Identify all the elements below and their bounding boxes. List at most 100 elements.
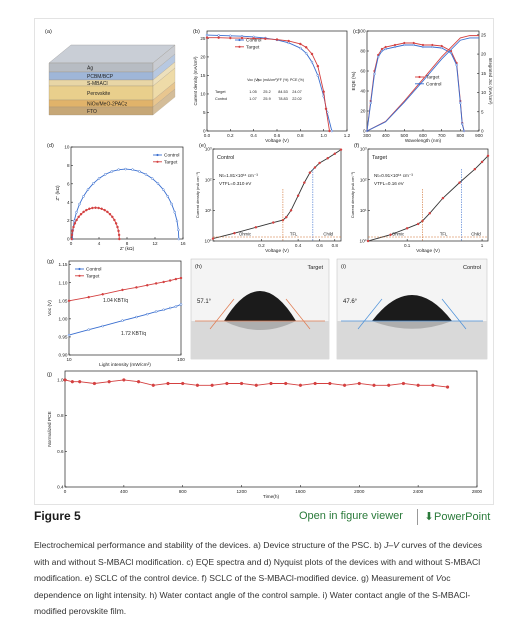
nyquist-point-target — [116, 225, 119, 229]
y-tick-label: 60 — [360, 69, 366, 74]
x-tick-label: 700 — [438, 133, 446, 138]
jv-point-control — [304, 51, 308, 55]
y-axis-label: Z'' (kΩ) — [55, 185, 61, 201]
y-tick-label: 10⁰ — [360, 239, 367, 244]
jv-point-target — [217, 36, 220, 39]
sclc-line — [212, 149, 342, 240]
open-figure-viewer-link[interactable]: Open in figure viewer — [299, 510, 403, 522]
nyquist-point-control — [124, 167, 127, 171]
legend-entry: Control — [426, 81, 441, 87]
vtfl-annotation: VTFL=0.310 eV — [219, 181, 252, 186]
sclc-point — [296, 194, 300, 197]
eqe-point — [455, 63, 458, 67]
sclc-point — [308, 171, 312, 174]
jv-point-target — [324, 107, 328, 111]
eqe-point — [462, 129, 466, 133]
x-tick-label: 400 — [120, 489, 128, 494]
nyquist-point-control — [103, 173, 107, 176]
eqe-point — [393, 43, 397, 47]
nyquist-point-target — [88, 207, 91, 211]
y-tick-label: 1.10 — [59, 280, 68, 285]
eqe-point — [412, 43, 415, 47]
eqe-point — [459, 101, 462, 105]
plot-frame — [212, 148, 342, 242]
x-axis-label: Wavelength (nm) — [405, 138, 442, 144]
table-header: FF (%) — [278, 78, 289, 82]
x-axis-label: Voltage (V) — [265, 138, 289, 144]
sclc-point — [326, 156, 329, 160]
eqe-point — [421, 45, 425, 49]
jv-point-target — [299, 42, 302, 46]
region-label: Ohmic — [392, 232, 404, 237]
x-tick-label: 0.2 — [258, 243, 265, 248]
panel-label: (b) — [193, 29, 200, 35]
y-tick-label: 10² — [205, 177, 212, 182]
jv-point-control — [205, 33, 209, 37]
x-tick-label: 8 — [126, 241, 129, 246]
nyquist-point-control — [173, 210, 177, 214]
table-header: Voc (V) — [247, 78, 259, 82]
sclc-point — [458, 181, 461, 184]
nt-annotation: Nt=0.91×10¹⁶ cm⁻³ — [374, 173, 413, 178]
x-tick-label: 2400 — [413, 489, 424, 494]
nyquist-point-target — [117, 229, 120, 233]
stability-point — [416, 383, 420, 387]
panel-c-eqe: 300 400 500 600 700 800 9000204060801000510152… — [351, 29, 493, 144]
caption-part: V — [435, 573, 442, 583]
voc-point-target — [135, 286, 138, 289]
panel-i-contact-angle: Control 47.6° — [336, 258, 488, 360]
jv-point-target — [287, 39, 290, 43]
download-icon: ⬇ — [424, 511, 434, 523]
y-tick-label: 0.6 — [57, 449, 64, 454]
figure-title: Figure 5 — [34, 509, 81, 523]
y-tick-label: 1.00 — [59, 316, 68, 321]
stability-point — [372, 383, 376, 387]
x-tick-label: 0.1 — [404, 243, 411, 248]
legend-marker — [238, 38, 241, 42]
x-tick-label: 800 — [179, 489, 187, 494]
y-axis-label: Normalized PCE — [47, 411, 53, 446]
powerpoint-link[interactable]: ⬇PowerPoint — [424, 510, 490, 523]
nyquist-point-control — [177, 228, 180, 232]
stability-point — [401, 381, 406, 386]
voc-point-target — [87, 295, 90, 299]
nyquist-point-target — [117, 233, 121, 237]
jv-line-target — [207, 37, 330, 132]
sclc-point — [389, 233, 392, 236]
panel-label: (c) — [353, 29, 360, 35]
y-tick-label: 1.0 — [57, 378, 64, 383]
jv-point-target — [252, 37, 255, 40]
nyquist-point-control — [138, 170, 141, 173]
nyquist-point-target — [108, 212, 112, 216]
sclc-point — [303, 181, 306, 184]
y-axis-label: Current density (mA cm⁻²) — [195, 171, 200, 218]
table-cell: 24.07 — [292, 90, 302, 94]
y-tick-label: 20 — [360, 109, 366, 114]
x-tick-label: 0.4 — [250, 133, 257, 138]
x-tick-label: 400 — [382, 133, 390, 138]
tangent-line — [209, 298, 235, 330]
powerpoint-label: PowerPoint — [434, 511, 491, 523]
x-tick-label: 0.8 — [297, 133, 304, 138]
x-tick-label: 10 — [66, 357, 72, 362]
y-tick-label: 0.95 — [59, 335, 68, 340]
nyquist-point-control — [177, 237, 181, 241]
eqe-point — [377, 55, 380, 59]
x-tick-label: 0.2 — [227, 133, 234, 138]
panel-j-stability: 0 400 800 1200 1600 2000 2400 2800 0.4 0.6 0.8 1.0 T… — [47, 370, 483, 500]
nyquist-point-target — [106, 210, 109, 214]
y-tick-label: 0.4 — [57, 485, 64, 490]
jv-point-target — [304, 46, 308, 49]
nyquist-point-target — [91, 206, 94, 210]
stability-point — [195, 383, 200, 387]
voc-point-control — [154, 310, 158, 313]
voc-point-target — [179, 276, 183, 280]
sclc-line — [367, 155, 489, 242]
y-tick-label: 10 — [200, 92, 206, 97]
contact-angle-value: 47.6° — [343, 299, 358, 305]
panel-label: (h) — [195, 264, 202, 270]
y-tick-label: 2 — [67, 218, 70, 223]
stability-point — [151, 383, 155, 387]
